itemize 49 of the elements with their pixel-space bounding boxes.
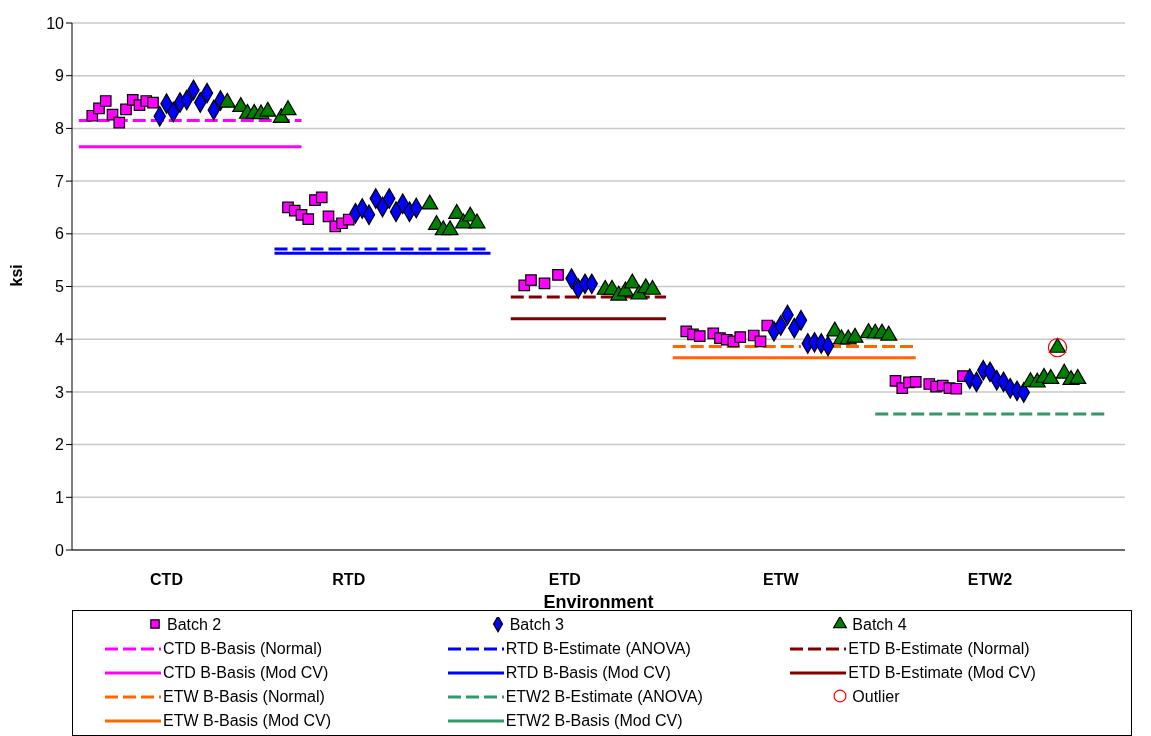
- x-axis-title: Environment: [543, 592, 654, 612]
- x-tick-label: ETD: [548, 571, 581, 589]
- legend-label: Outlier: [852, 688, 900, 706]
- legend-label: CTD B-Basis (Normal): [163, 640, 323, 658]
- y-tick-label: 7: [55, 172, 65, 190]
- y-tick-label: 2: [55, 436, 65, 454]
- x-tick-label: ETW: [762, 571, 800, 589]
- point: [315, 191, 328, 204]
- legend-label: RTD B-Basis (Mod CV): [505, 664, 671, 682]
- legend-label: ETW B-Basis (Mod CV): [163, 712, 332, 730]
- legend-label: ETW B-Basis (Normal): [163, 688, 325, 706]
- point: [909, 376, 922, 388]
- y-tick-label: 10: [46, 14, 65, 32]
- legend-label: Batch 3: [509, 616, 564, 634]
- point: [754, 335, 767, 348]
- point: [950, 382, 963, 395]
- y-axis-title: ksi: [7, 264, 25, 287]
- x-tick-label: ETW2: [967, 571, 1013, 589]
- y-tick-label: 8: [55, 120, 65, 138]
- point: [1047, 337, 1068, 358]
- point: [302, 213, 315, 225]
- legend-label: ETW2 B-Estimate (ANOVA): [505, 688, 703, 706]
- point: [538, 277, 551, 290]
- legend-label: Batch 2: [167, 616, 222, 634]
- x-tick-label: RTD: [332, 571, 366, 589]
- y-tick-label: 9: [55, 67, 65, 85]
- point: [99, 95, 112, 107]
- point: [113, 116, 126, 129]
- y-tick-label: 3: [55, 383, 65, 401]
- point: [120, 103, 132, 116]
- y-tick-label: 6: [55, 225, 65, 243]
- point: [734, 331, 747, 343]
- point: [279, 100, 297, 116]
- y-tick-label: 1: [55, 488, 65, 506]
- legend-label: ETD B-Estimate (Normal): [848, 640, 1030, 658]
- point: [525, 274, 537, 287]
- legend-label: CTD B-Basis (Mod CV): [163, 664, 329, 682]
- y-tick-label: 5: [55, 278, 65, 296]
- legend-label: RTD B-Estimate (ANOVA): [505, 640, 691, 658]
- point: [693, 330, 706, 342]
- point: [441, 220, 459, 236]
- x-tick-label: CTD: [150, 571, 183, 589]
- point: [147, 96, 159, 109]
- legend-label: ETD B-Estimate (Mod CV): [848, 664, 1036, 682]
- y-tick-label: 0: [55, 541, 65, 559]
- legend-label: Batch 4: [852, 616, 907, 634]
- point: [552, 269, 564, 281]
- legend-label: ETW2 B-Basis (Mod CV): [505, 712, 683, 730]
- y-tick-label: 4: [55, 330, 65, 348]
